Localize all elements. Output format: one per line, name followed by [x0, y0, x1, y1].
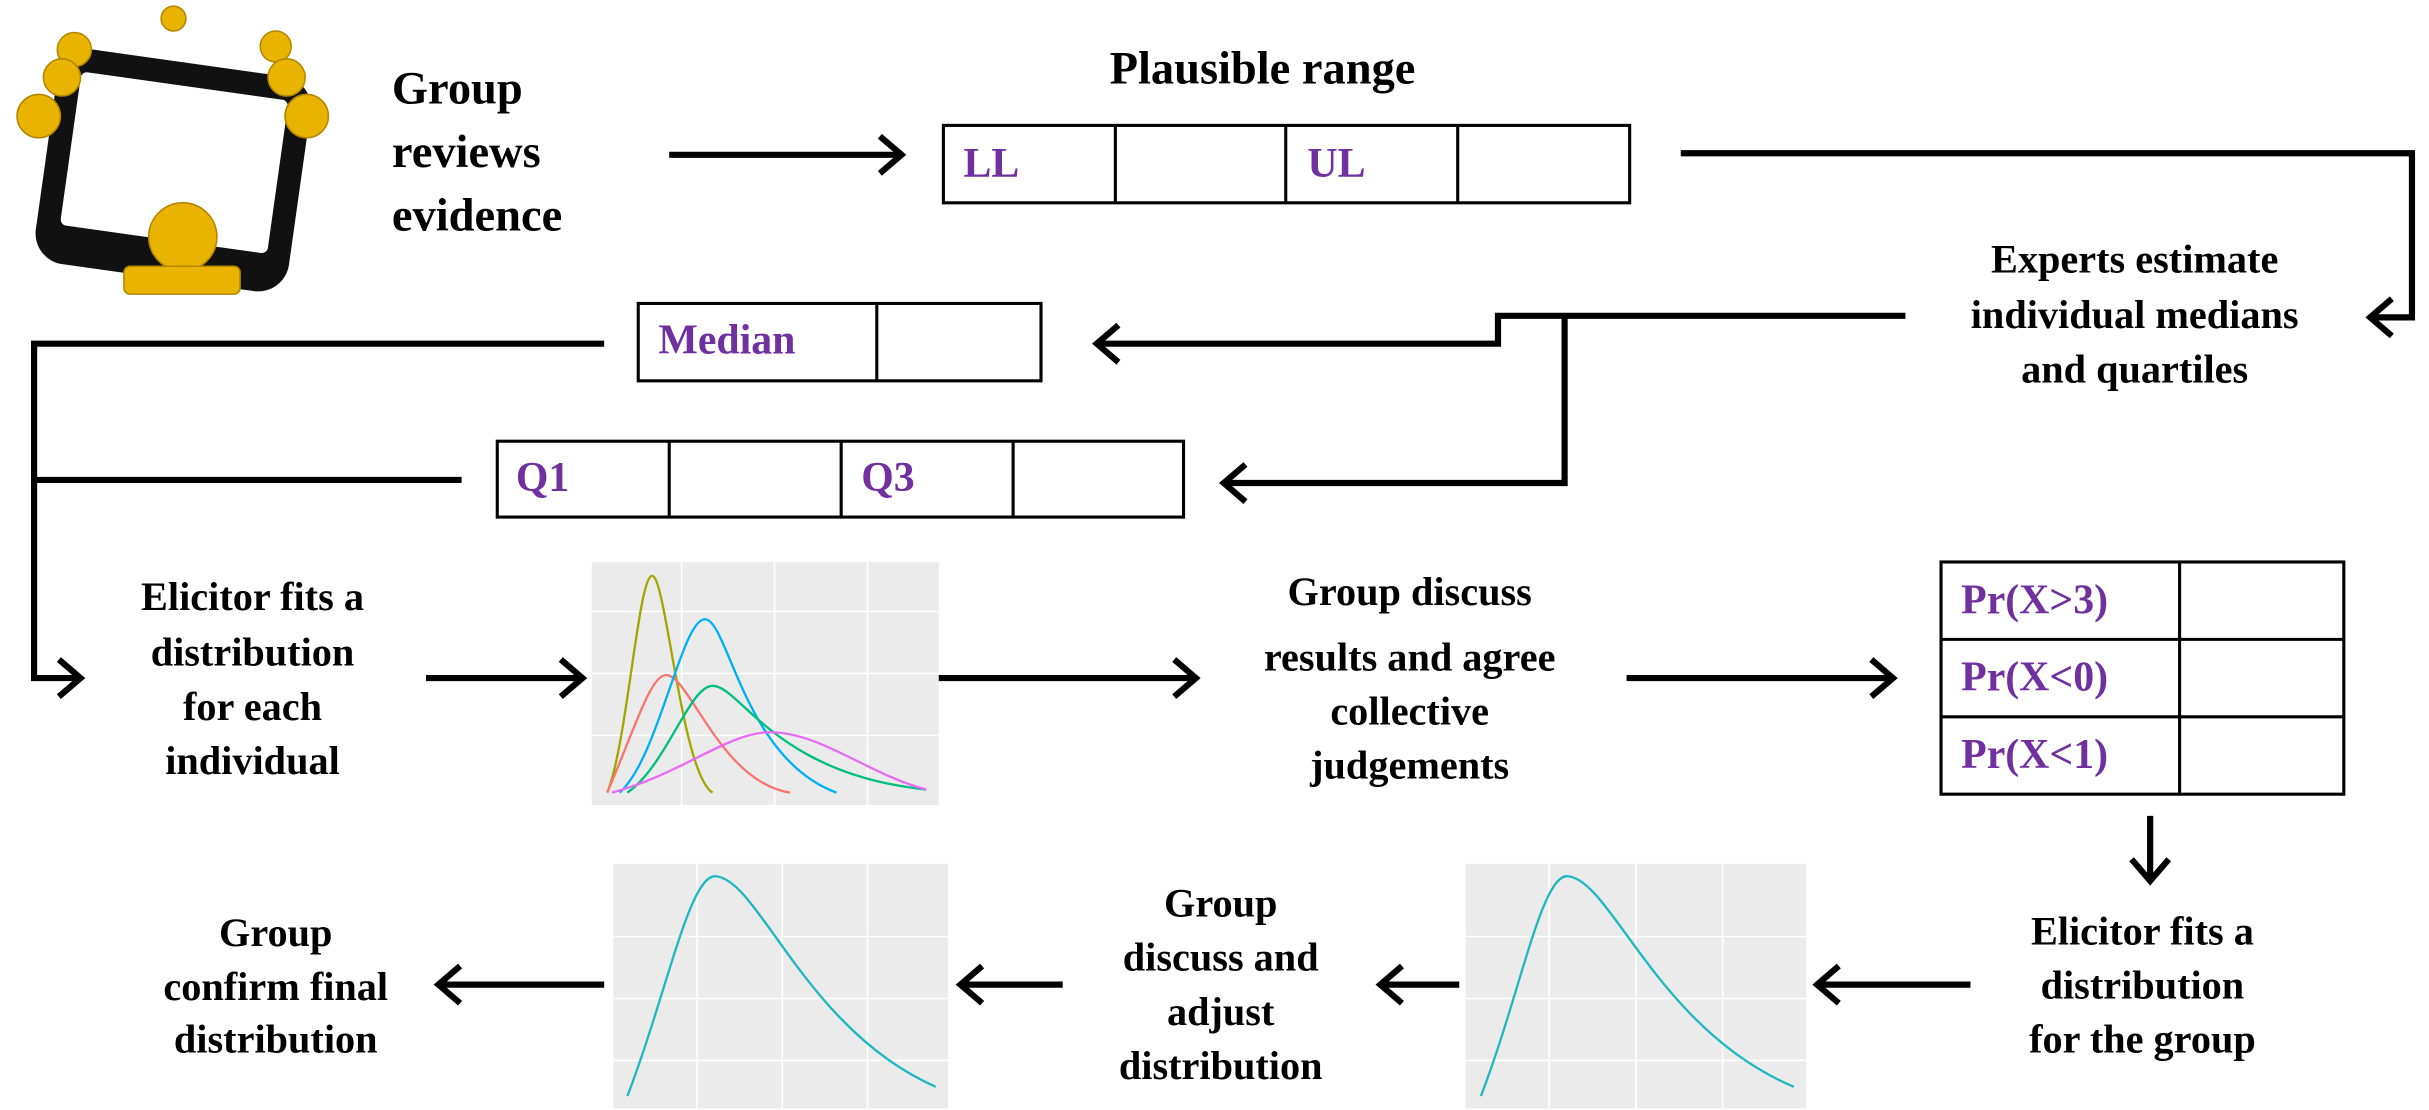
review-text: reviews: [392, 127, 541, 178]
fit-group-text: Elicitor fits a: [2031, 908, 2254, 953]
arrow: [1219, 315, 1568, 504]
median-box: [636, 301, 1043, 383]
probability-label: Pr(X<1): [1961, 732, 2108, 778]
fit-individual-text: distribution: [151, 630, 355, 675]
final-distribution-plot: [613, 863, 949, 1109]
range-cell: UL: [1307, 141, 1365, 187]
probability-label: Pr(X<0): [1961, 655, 2108, 701]
discuss-text: collective: [1330, 688, 1489, 733]
individual-distributions-plot: [591, 561, 939, 806]
fit-individual-text: Elicitor fits a: [141, 574, 364, 619]
quartile-label: Q3: [861, 455, 914, 501]
adjust-text: distribution: [1119, 1043, 1323, 1088]
quartile-box: [495, 439, 1186, 519]
fit-individual-text: for each: [183, 684, 322, 729]
discuss-text: judgements: [1309, 743, 1509, 788]
quartile-label: Q1: [516, 455, 569, 501]
review-text: Group: [392, 64, 523, 115]
confirm-text: confirm final: [163, 964, 388, 1009]
estimate-text: individual medians: [1971, 292, 2299, 337]
discuss-text: Group discuss: [1288, 569, 1532, 614]
range-title: Plausible range: [1110, 43, 1416, 94]
arrow: [1680, 150, 2416, 339]
probability-label: Pr(X>3): [1961, 577, 2108, 623]
confirm-text: distribution: [174, 1017, 378, 1062]
group-distribution-plot: [1465, 863, 1807, 1109]
fit-group-text: distribution: [2041, 962, 2245, 1007]
range-cell: LL: [964, 141, 1020, 187]
confirm-text: Group: [219, 910, 332, 955]
arrow: [1092, 312, 1906, 365]
review-text: evidence: [392, 190, 562, 241]
discuss-text: results and agree: [1264, 634, 1556, 679]
adjust-text: discuss and: [1123, 935, 1319, 980]
adjust-text: Group: [1164, 880, 1277, 925]
range-box: [941, 123, 1632, 205]
estimate-text: and quartiles: [2021, 346, 2248, 391]
group-icon: [16, 5, 330, 295]
fit-group-text: for the group: [2029, 1017, 2256, 1062]
median-label: Median: [658, 317, 795, 363]
estimate-text: Experts estimate: [1991, 236, 2278, 281]
fit-individual-text: individual: [165, 738, 340, 783]
probability-table: [1939, 560, 2346, 796]
adjust-text: adjust: [1167, 989, 1275, 1034]
arrow: [30, 340, 605, 700]
